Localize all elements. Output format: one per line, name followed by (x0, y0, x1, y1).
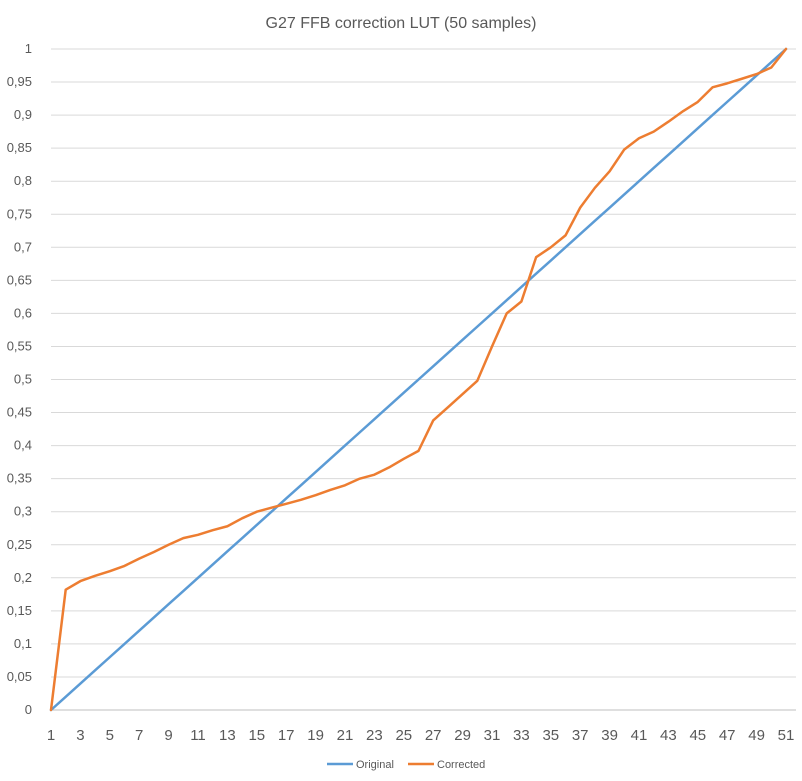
legend-label-original: Original (356, 759, 394, 771)
y-tick-label: 0,85 (7, 140, 32, 155)
y-tick-label: 0,15 (7, 603, 32, 618)
y-tick-label: 0,55 (7, 338, 32, 353)
x-tick-label: 15 (248, 727, 265, 744)
x-tick-label: 33 (513, 727, 530, 744)
y-tick-label: 0,75 (7, 206, 32, 221)
y-tick-label: 0,65 (7, 272, 32, 287)
y-tick-label: 0,7 (14, 239, 32, 254)
series-line-original (49, 47, 788, 712)
y-tick-label: 0,35 (7, 471, 32, 486)
x-tick-label: 21 (337, 727, 354, 744)
x-tick-label: 3 (76, 727, 84, 744)
x-tick-label: 9 (164, 727, 172, 744)
y-tick-label: 0,5 (14, 372, 32, 387)
x-tick-label: 17 (278, 727, 295, 744)
x-tick-label: 51 (778, 727, 795, 744)
x-tick-label: 27 (425, 727, 442, 744)
x-tick-label: 23 (366, 727, 383, 744)
y-axis-ticks: 0 0,05 0,1 0,15 0,2 0,25 0,3 0,35 0,4 0,45 0,5 0,55… (7, 41, 32, 717)
series-lines (49, 47, 788, 712)
y-tick-label: 0,45 (7, 405, 32, 420)
x-tick-label: 19 (307, 727, 324, 744)
y-tick-label: 0,4 (14, 438, 32, 453)
x-tick-label: 25 (395, 727, 412, 744)
x-tick-label: 31 (484, 727, 501, 744)
x-tick-label: 41 (631, 727, 648, 744)
y-tick-label: 0,3 (14, 504, 32, 519)
x-tick-label: 35 (542, 727, 559, 744)
chart-title: G27 FFB correction LUT (50 samples) (266, 15, 537, 32)
x-tick-label: 13 (219, 727, 236, 744)
x-tick-label: 7 (135, 727, 143, 744)
x-axis-ticks: 1 3 5 7 9 11 13 15 17 19 21 23 25 27 29 31 33 35 37 39 41 43 4… (47, 727, 795, 744)
x-tick-label: 43 (660, 727, 677, 744)
y-tick-label: 1 (25, 41, 32, 56)
x-tick-label: 11 (190, 727, 206, 744)
gridlines (51, 48, 796, 711)
y-tick-label: 0 (25, 702, 32, 717)
y-tick-label: 0,2 (14, 570, 32, 585)
y-tick-label: 0,25 (7, 537, 32, 552)
x-tick-label: 5 (106, 727, 114, 744)
x-tick-label: 29 (454, 727, 471, 744)
y-tick-label: 0,05 (7, 669, 32, 684)
x-tick-label: 1 (47, 727, 55, 744)
legend-label-corrected: Corrected (437, 759, 485, 771)
y-tick-label: 0,9 (14, 107, 32, 122)
x-tick-label: 37 (572, 727, 589, 744)
x-tick-label: 49 (748, 727, 765, 744)
legend: Original Corrected (327, 759, 485, 771)
x-tick-label: 45 (689, 727, 706, 744)
series-line-corrected (49, 47, 788, 712)
y-tick-label: 0,1 (14, 636, 32, 651)
x-tick-label: 39 (601, 727, 618, 744)
y-tick-label: 0,8 (14, 173, 32, 188)
y-tick-label: 0,6 (14, 305, 32, 320)
x-tick-label: 47 (719, 727, 736, 744)
y-tick-label: 0,95 (7, 74, 32, 89)
